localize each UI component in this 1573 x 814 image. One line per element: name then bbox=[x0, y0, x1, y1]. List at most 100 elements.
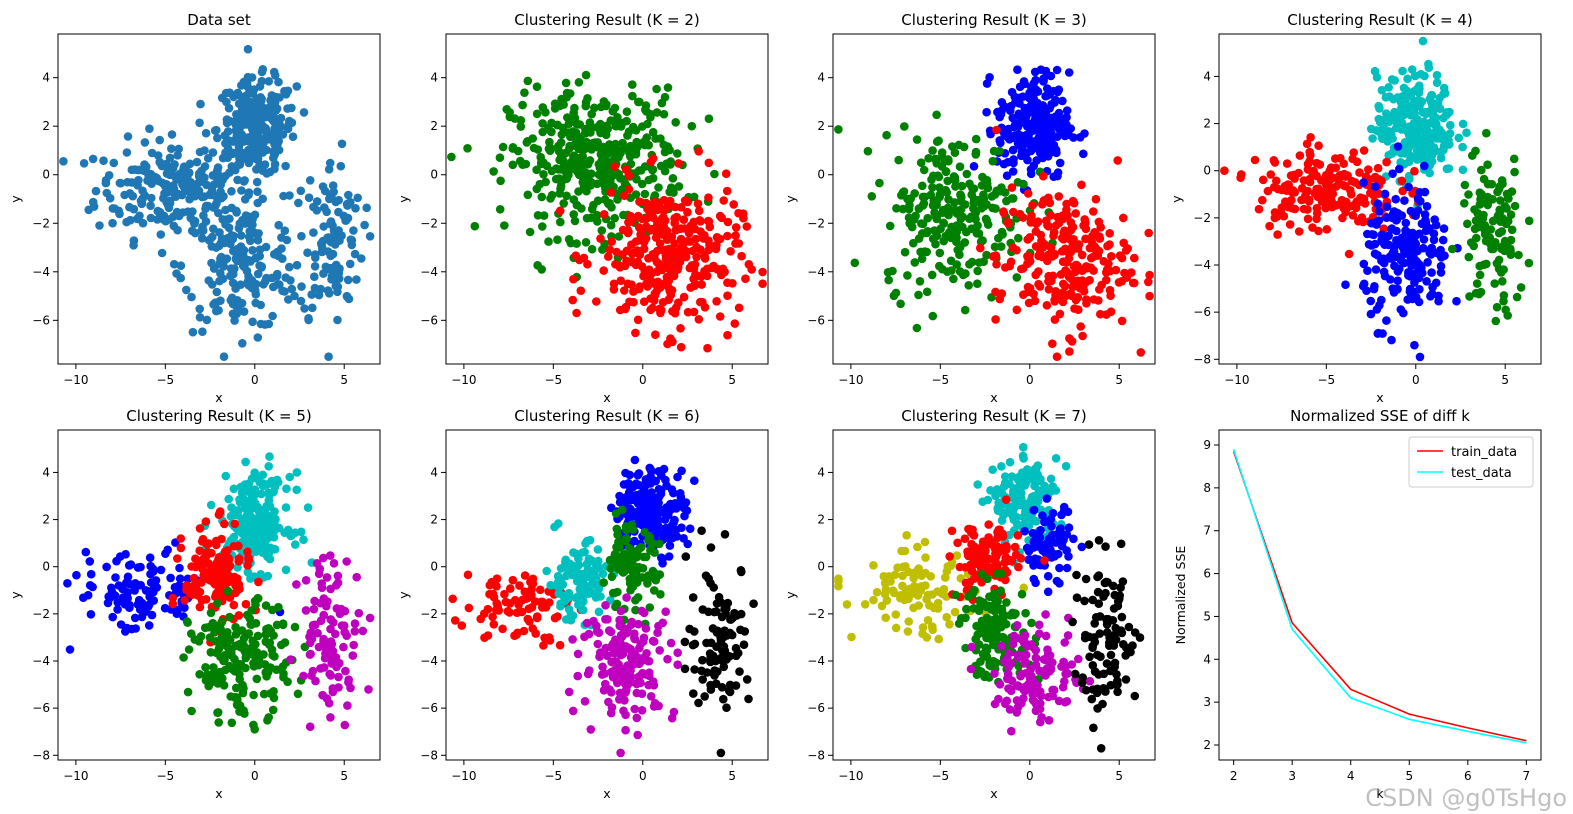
y-axis-label: y bbox=[8, 195, 23, 203]
scatter-point bbox=[1384, 231, 1393, 241]
scatter-point bbox=[912, 135, 922, 144]
scatter-point bbox=[645, 603, 655, 612]
scatter-point bbox=[569, 274, 578, 284]
scatter-point bbox=[986, 486, 995, 495]
scatter-point bbox=[668, 174, 678, 183]
scatter-point bbox=[623, 494, 633, 503]
y-tick-label: 4 bbox=[1203, 69, 1211, 83]
scatter-point bbox=[712, 642, 721, 651]
scatter-point bbox=[698, 675, 707, 684]
scatter-point bbox=[307, 290, 317, 299]
scatter-point bbox=[605, 140, 614, 149]
scatter-point bbox=[637, 262, 647, 271]
scatter-point bbox=[1046, 243, 1056, 252]
scatter-point bbox=[274, 131, 284, 140]
scatter-point bbox=[1382, 157, 1391, 167]
scatter-point bbox=[664, 231, 673, 240]
scatter-point bbox=[656, 134, 665, 143]
scatter-point bbox=[1393, 276, 1402, 286]
scatter-point bbox=[236, 642, 245, 652]
scatter-point bbox=[1050, 297, 1060, 306]
scatter-point bbox=[334, 195, 344, 205]
scatter-point bbox=[1331, 201, 1341, 210]
scatter-point bbox=[922, 633, 932, 642]
scatter-point bbox=[562, 191, 571, 201]
scatter-point bbox=[609, 285, 619, 294]
scatter-point bbox=[1078, 266, 1087, 276]
scatter-point bbox=[1002, 508, 1011, 517]
scatter-point bbox=[1471, 146, 1480, 156]
scatter-point bbox=[618, 225, 628, 235]
scatter-point bbox=[1432, 70, 1442, 80]
scatter-point bbox=[758, 279, 767, 289]
scatter-point bbox=[614, 637, 624, 647]
scatter-point bbox=[1458, 119, 1468, 129]
scatter-point bbox=[1299, 204, 1309, 214]
scatter-point bbox=[1294, 227, 1304, 236]
scatter-point bbox=[652, 84, 661, 94]
scatter-point bbox=[329, 559, 339, 568]
scatter-point bbox=[488, 612, 497, 622]
scatter-point bbox=[512, 608, 522, 617]
scatter-point bbox=[694, 698, 703, 708]
scatter-point bbox=[188, 327, 198, 337]
scatter-point bbox=[553, 120, 562, 130]
scatter-point bbox=[1408, 189, 1417, 198]
scatter-point bbox=[1475, 261, 1484, 271]
scatter-point bbox=[250, 280, 260, 289]
scatter-point bbox=[213, 133, 222, 143]
scatter-point bbox=[272, 620, 282, 630]
scatter-point bbox=[319, 634, 328, 644]
scatter-point bbox=[221, 205, 230, 215]
scatter-point bbox=[463, 570, 473, 580]
scatter-point bbox=[1052, 352, 1062, 362]
scatter-point bbox=[326, 217, 336, 226]
scatter-point bbox=[635, 97, 644, 107]
scatter-point bbox=[1432, 78, 1442, 87]
scatter-point bbox=[1077, 542, 1087, 552]
scatter-point bbox=[318, 690, 327, 700]
scatter-point bbox=[348, 651, 358, 660]
scatter-point bbox=[651, 476, 660, 486]
scatter-point bbox=[102, 188, 112, 198]
scatter-point bbox=[686, 283, 695, 292]
scatter-point bbox=[704, 193, 713, 202]
scatter-point bbox=[518, 100, 527, 110]
scatter-point bbox=[308, 303, 317, 313]
cluster-6 bbox=[680, 526, 758, 758]
scatter-point bbox=[562, 571, 571, 581]
x-tick-label: 0 bbox=[639, 769, 647, 783]
scatter-point bbox=[662, 503, 671, 512]
scatter-point bbox=[1062, 563, 1072, 573]
y-tick-label: −2 bbox=[807, 216, 825, 230]
scatter-point bbox=[207, 242, 217, 251]
scatter-point bbox=[240, 176, 249, 185]
scatter-point bbox=[573, 649, 583, 659]
scatter-point bbox=[1096, 309, 1105, 319]
scatter-point bbox=[621, 710, 630, 720]
scatter-point bbox=[1436, 268, 1446, 277]
scatter-point bbox=[885, 221, 895, 231]
scatter-point bbox=[304, 314, 313, 323]
scatter-point bbox=[1036, 525, 1045, 535]
x-tick-label: −10 bbox=[1224, 373, 1249, 387]
scatter-point bbox=[165, 153, 175, 163]
scatter-point bbox=[927, 270, 937, 280]
scatter-point bbox=[960, 238, 970, 247]
scatter-point bbox=[677, 203, 686, 212]
scatter-point bbox=[1044, 539, 1054, 549]
scatter-point bbox=[199, 211, 208, 220]
scatter-point bbox=[206, 500, 216, 510]
scatter-point bbox=[667, 485, 677, 494]
scatter-point bbox=[227, 293, 237, 303]
scatter-point bbox=[251, 253, 260, 263]
chart-panel-6: Clustering Result (K = 6)−10 −5 0 5−8−6−4−2… bbox=[396, 407, 769, 801]
scatter-point bbox=[578, 151, 587, 161]
scatter-point bbox=[344, 678, 353, 687]
scatter-point bbox=[723, 231, 732, 241]
scatter-point bbox=[337, 231, 346, 240]
scatter-point bbox=[1373, 329, 1383, 338]
scatter-point bbox=[947, 266, 956, 275]
scatter-point bbox=[884, 275, 893, 285]
scatter-point bbox=[274, 77, 283, 87]
